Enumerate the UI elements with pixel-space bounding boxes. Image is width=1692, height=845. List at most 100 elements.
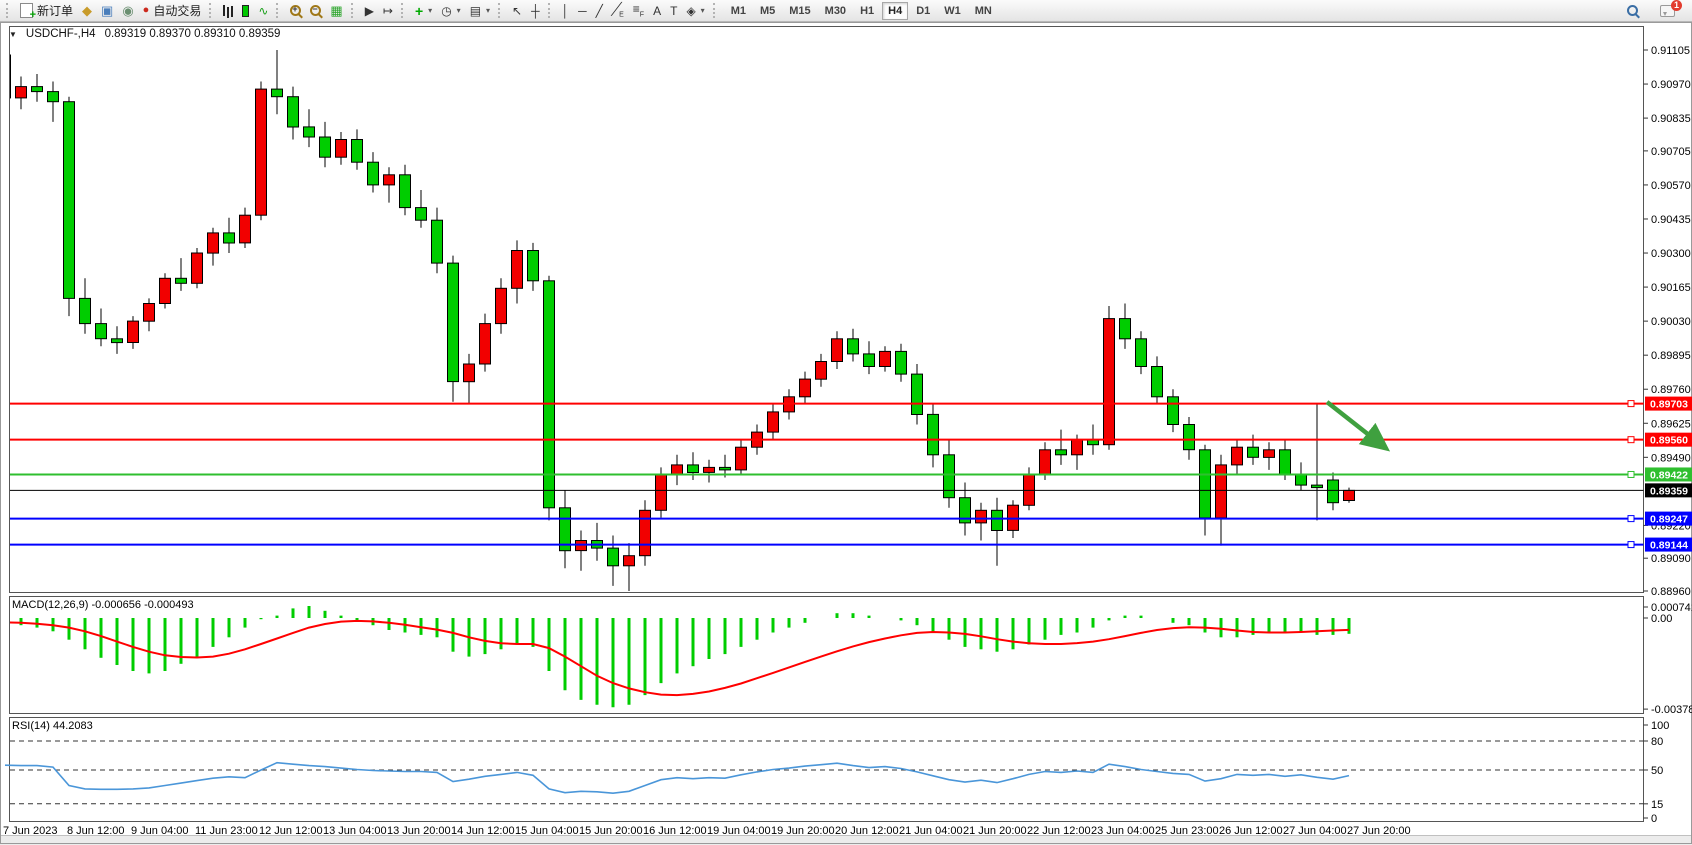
candlestick-chart-icon xyxy=(242,5,249,17)
chevron-down-icon: ▾ xyxy=(457,6,461,15)
bar-chart-icon xyxy=(223,5,225,16)
toolbar-grip[interactable] xyxy=(713,3,718,18)
trendline-icon: ╱ xyxy=(596,5,603,17)
svg-text:100: 100 xyxy=(1651,720,1669,732)
auto-scroll-button[interactable]: ▶ xyxy=(361,1,378,20)
zoom-out-icon: − xyxy=(310,5,321,16)
svg-text:0.90835: 0.90835 xyxy=(1651,113,1691,125)
chart-collapse-icon[interactable]: ▼ xyxy=(9,30,17,39)
new-order-button[interactable]: + 新订单 xyxy=(16,1,77,20)
line-chart-button[interactable]: ∿ xyxy=(254,1,272,20)
toolbar-grip[interactable] xyxy=(351,3,356,18)
chevron-down-icon: ▾ xyxy=(428,6,432,15)
market-watch-button[interactable]: ◆ xyxy=(78,1,96,20)
timeframe-m1[interactable]: M1 xyxy=(725,2,752,20)
rsi-indicator-label: RSI(14) 44.2083 xyxy=(12,720,93,732)
svg-text:0.89422: 0.89422 xyxy=(1650,469,1688,481)
chart-shift-icon: ↦ xyxy=(383,5,393,17)
data-window-button[interactable]: ▣ xyxy=(97,1,117,20)
cursor-icon: ↖ xyxy=(512,5,522,17)
zoom-in-button[interactable]: + xyxy=(286,1,305,20)
svg-text:0.89760: 0.89760 xyxy=(1651,384,1691,396)
notifications-button[interactable]: 1 xyxy=(1656,1,1679,20)
chart-header: ▼ USDCHF-,H4 0.89319 0.89370 0.89310 0.8… xyxy=(9,28,280,40)
search-icon xyxy=(1627,5,1638,16)
svg-text:80: 80 xyxy=(1651,736,1663,748)
data-window-icon: ▣ xyxy=(101,4,113,17)
fibonacci-tool-button[interactable]: ≡F xyxy=(629,1,648,20)
new-order-icon: + xyxy=(20,3,33,18)
fibonacci-icon: ≡F xyxy=(633,3,644,18)
channel-icon: ╱E xyxy=(612,3,624,18)
timeframe-d1[interactable]: D1 xyxy=(910,2,936,20)
tile-windows-icon: ▦ xyxy=(330,4,342,17)
auto-trading-label: 自动交易 xyxy=(153,2,201,19)
chart-shift-button[interactable]: ↦ xyxy=(379,1,397,20)
toolbar-grip[interactable] xyxy=(548,3,553,18)
toolbar-grip[interactable] xyxy=(6,3,11,18)
periods-button[interactable]: ◷▾ xyxy=(437,1,465,20)
toolbar-grip[interactable] xyxy=(276,3,281,18)
svg-text:0.89703: 0.89703 xyxy=(1650,399,1688,411)
bar-chart-button[interactable] xyxy=(219,1,237,20)
cursor-tool-button[interactable]: ↖ xyxy=(508,1,526,20)
svg-text:0.91105: 0.91105 xyxy=(1651,45,1690,57)
indicators-button[interactable]: +▾ xyxy=(411,1,436,20)
timeframe-m30[interactable]: M30 xyxy=(819,2,852,20)
chart-window[interactable]: ▼ USDCHF-,H4 0.89319 0.89370 0.89310 0.8… xyxy=(0,22,1692,844)
svg-text:0.89560: 0.89560 xyxy=(1650,435,1688,447)
navigator-icon: ◉ xyxy=(122,4,133,17)
timeframe-h1[interactable]: H1 xyxy=(854,2,880,20)
svg-text:0.90435: 0.90435 xyxy=(1651,214,1691,226)
chart-ohlc-values: 0.89319 0.89370 0.89310 0.89359 xyxy=(105,28,281,40)
svg-text:0.88960: 0.88960 xyxy=(1651,586,1691,598)
horizontal-line-icon: ─ xyxy=(578,5,587,17)
timeframe-m5[interactable]: M5 xyxy=(754,2,781,20)
zoom-in-icon: + xyxy=(290,5,301,16)
vertical-line-tool-button[interactable]: │ xyxy=(558,1,574,20)
svg-text:50: 50 xyxy=(1651,765,1663,777)
timeframe-mn[interactable]: MN xyxy=(969,2,998,20)
status-bar xyxy=(1,835,1691,843)
search-button[interactable] xyxy=(1623,1,1642,20)
svg-text:0.90970: 0.90970 xyxy=(1651,79,1691,91)
svg-text:0.89490: 0.89490 xyxy=(1651,452,1691,464)
horizontal-line-tool-button[interactable]: ─ xyxy=(574,1,591,20)
auto-trading-button[interactable]: ● 自动交易 xyxy=(139,1,206,20)
arrows-tool-button[interactable]: ◈▾ xyxy=(682,1,708,20)
toolbar-grip[interactable] xyxy=(401,3,406,18)
main-toolbar: + 新订单 ◆ ▣ ◉ ● 自动交易 ∿ + − ▦ ▶ ↦ +▾ ◷▾ ▤▾ … xyxy=(0,0,1692,22)
candlestick-chart-button[interactable] xyxy=(238,1,253,20)
clock-icon: ◷ xyxy=(441,5,451,17)
navigator-button[interactable]: ◉ xyxy=(118,1,137,20)
timeframe-w1[interactable]: W1 xyxy=(938,2,967,20)
svg-text:0.00: 0.00 xyxy=(1651,613,1672,625)
chat-icon: 1 xyxy=(1660,5,1675,17)
svg-text:0.90570: 0.90570 xyxy=(1651,180,1691,192)
toolbar-grip[interactable] xyxy=(209,3,214,18)
crosshair-tool-button[interactable]: ┼ xyxy=(527,1,544,20)
tile-windows-button[interactable]: ▦ xyxy=(326,1,346,20)
toolbar-grip[interactable] xyxy=(498,3,503,18)
chart-canvas[interactable]: 0.91105 0.90970 0.90835 0.90705 0.90570 0.904… xyxy=(1,23,1692,845)
timeframe-h4[interactable]: H4 xyxy=(882,2,908,20)
text-tool-icon: A xyxy=(653,5,661,17)
channel-tool-button[interactable]: ╱E xyxy=(608,1,628,20)
text-tool-button[interactable]: A xyxy=(649,1,665,20)
svg-text:0.90705: 0.90705 xyxy=(1651,146,1691,158)
line-chart-icon: ∿ xyxy=(258,5,268,17)
svg-text:0.89144: 0.89144 xyxy=(1650,540,1688,552)
text-label-tool-button[interactable]: T xyxy=(666,1,681,20)
timeframe-m15[interactable]: M15 xyxy=(783,2,816,20)
indicators-add-icon: + xyxy=(415,4,423,18)
chart-symbol-title: USDCHF-,H4 xyxy=(26,28,96,40)
svg-text:0.90030: 0.90030 xyxy=(1651,316,1691,328)
main-chart-panel[interactable] xyxy=(10,27,1644,593)
auto-scroll-icon: ▶ xyxy=(365,5,374,17)
zoom-out-button[interactable]: − xyxy=(306,1,325,20)
svg-text:0.89359: 0.89359 xyxy=(1650,485,1688,497)
trendline-tool-button[interactable]: ╱ xyxy=(592,1,607,20)
templates-button[interactable]: ▤▾ xyxy=(466,1,494,20)
